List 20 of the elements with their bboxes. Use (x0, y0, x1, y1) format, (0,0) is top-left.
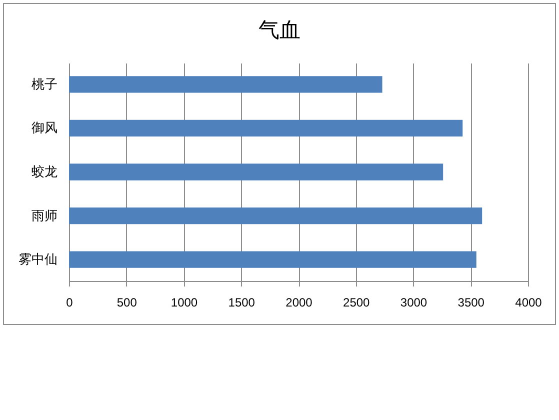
bar (69, 76, 382, 93)
x-tick-label: 1500 (228, 296, 256, 310)
x-tick-label: 3500 (458, 296, 485, 310)
x-tick-label: 2500 (343, 296, 370, 310)
x-tick-label: 500 (116, 296, 138, 310)
x-tick-label: 4000 (515, 296, 542, 310)
x-tick-label: 0 (66, 296, 74, 310)
x-tick-label: 2000 (286, 296, 313, 310)
x-tick-label: 1000 (170, 296, 198, 310)
bar (69, 120, 463, 137)
bar (69, 207, 482, 224)
chart-title: 气血 (258, 18, 301, 42)
x-tick-label: 3000 (400, 296, 428, 310)
y-tick-label: 雨师 (32, 208, 58, 223)
bar (69, 251, 476, 268)
y-tick-label: 御风 (32, 120, 58, 136)
y-tick-label: 蛟龙 (32, 164, 58, 179)
bar (69, 164, 444, 180)
y-tick-label: 桃子 (32, 76, 58, 92)
y-tick-label: 雾中仙 (18, 252, 58, 267)
